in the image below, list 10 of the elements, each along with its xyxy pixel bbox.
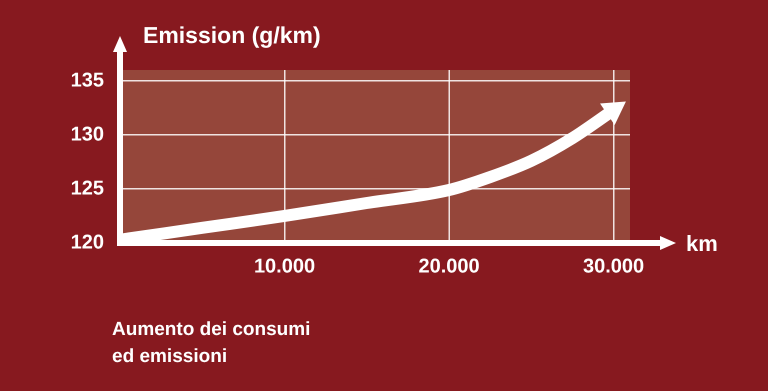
x-tick-label: 20.000 [418,256,480,278]
x-axis-title: km [686,231,718,257]
text: Aumento dei consumi ed emissioni [112,318,310,369]
y-tick-label: 120 [70,232,104,254]
y-tick-label: 125 [70,177,104,200]
x-tick-label: 30.000 [582,256,644,278]
x-tick-label: 10.000 [254,256,316,278]
y-tick-label: 130 [70,123,104,146]
y-tick-label: 135 [70,69,104,92]
y-axis-title: Emission (g/km) [143,22,321,49]
